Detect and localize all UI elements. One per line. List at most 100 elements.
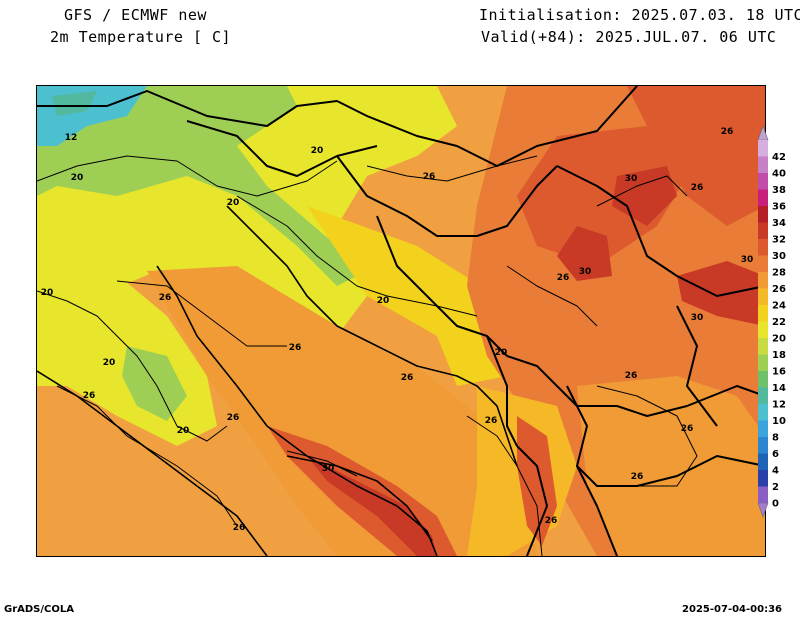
isotherm-26-central <box>116 280 287 347</box>
variable-title: 2m Temperature [ C] <box>50 28 232 46</box>
legend-swatch <box>758 486 768 503</box>
label-26-j: 26 <box>485 416 498 426</box>
border-montenegro <box>486 335 518 447</box>
legend-level-label: 4 <box>772 466 779 477</box>
gulf-coast <box>286 455 433 542</box>
legend-swatch <box>758 272 768 289</box>
label-20-d: 20 <box>41 288 54 298</box>
label-20-g: 20 <box>377 296 390 306</box>
isotherm-26-southeast <box>596 385 698 487</box>
label-26-g: 26 <box>401 373 414 383</box>
east-red-zone-1 <box>517 126 687 266</box>
label-20-h: 20 <box>495 348 508 358</box>
software-credit: GrADS/COLA <box>4 604 74 615</box>
label-20-c: 20 <box>311 146 324 156</box>
east-hot-core-1 <box>557 226 612 281</box>
legend-level-label: 10 <box>772 416 786 427</box>
label-30-a: 30 <box>625 174 638 184</box>
isotherm-26-north <box>366 155 538 182</box>
legend-swatch <box>758 189 768 206</box>
legend-level-label: 12 <box>772 400 786 411</box>
label-26-e: 26 <box>557 273 570 283</box>
border-serbia-south <box>506 355 765 417</box>
label-20-a: 20 <box>71 173 84 183</box>
border-serbia-romania <box>556 165 765 297</box>
label-26-o: 26 <box>233 523 246 533</box>
label-20-b: 20 <box>227 198 240 208</box>
legend-swatch <box>758 288 768 305</box>
legend-level-label: 28 <box>772 268 786 279</box>
east-red-zone-2 <box>627 86 765 226</box>
legend-swatch <box>758 239 768 256</box>
label-26-n: 26 <box>545 516 558 526</box>
legend-level-label: 0 <box>772 499 779 510</box>
legend-level-label: 2 <box>772 482 779 493</box>
border-croatia-hungary <box>336 155 558 237</box>
isotherm-30-east <box>596 175 688 207</box>
legend-swatch <box>758 371 768 388</box>
label-20-e: 20 <box>103 358 116 368</box>
legend-level-label: 42 <box>772 152 786 163</box>
label-26-d: 26 <box>159 293 172 303</box>
legend-level-label: 20 <box>772 334 786 345</box>
legend-level-label: 6 <box>772 449 779 460</box>
legend-top-arrow <box>757 125 769 141</box>
map-title: GFS / ECMWF new <box>64 6 207 24</box>
legend-swatch <box>758 420 768 437</box>
border-slovenia-croatia <box>186 120 378 177</box>
legend-swatch <box>758 206 768 223</box>
legend-swatch <box>758 338 768 355</box>
temperature-map: 12 20 20 20 20 20 20 20 20 26 26 26 26 2… <box>36 85 766 557</box>
border-bulgaria <box>676 305 718 427</box>
label-26-c: 26 <box>691 183 704 193</box>
render-timestamp: 2025-07-04-00:36 <box>682 604 782 615</box>
isotherm-20-central <box>236 195 478 317</box>
label-26-l: 26 <box>681 424 694 434</box>
border-kosovo-macedonia <box>566 385 765 487</box>
isotherm-26-east <box>506 265 598 327</box>
label-30-b: 30 <box>579 267 592 277</box>
legend-swatch <box>758 222 768 239</box>
isotherms <box>37 155 698 556</box>
label-26-h: 26 <box>83 391 96 401</box>
legend-swatch <box>758 437 768 454</box>
isotherm-26-west <box>56 385 238 527</box>
label-30-c: 30 <box>741 255 754 265</box>
legend-level-label: 32 <box>772 235 786 246</box>
legend-level-label: 30 <box>772 251 786 262</box>
legend-level-label: 8 <box>772 433 779 444</box>
legend-swatch <box>758 173 768 190</box>
legend-swatch <box>758 140 768 157</box>
border-bosnia <box>376 215 508 357</box>
coast-hot-core <box>307 456 437 556</box>
west-green-zone <box>122 346 187 421</box>
label-26-b: 26 <box>423 172 436 182</box>
legend-swatch <box>758 404 768 421</box>
border-alps <box>37 86 638 167</box>
central-yellow-zone <box>307 206 527 386</box>
label-26-a: 26 <box>721 127 734 137</box>
legend-level-label: 40 <box>772 169 786 180</box>
isotherm-30-coast <box>286 450 358 477</box>
legend-bottom-arrow <box>757 502 769 518</box>
label-20-f: 20 <box>177 426 190 436</box>
label-26-m: 26 <box>631 472 644 482</box>
south-red-strip <box>517 416 557 546</box>
temperature-field-svg: 12 20 20 20 20 20 20 20 20 26 26 26 26 2… <box>37 86 765 556</box>
legend-level-label: 18 <box>772 350 786 361</box>
legend-level-label: 38 <box>772 185 786 196</box>
legend-level-label: 26 <box>772 284 786 295</box>
east-hot-core-3 <box>677 261 765 326</box>
coast-orange-zone <box>147 266 537 556</box>
teal-zone <box>52 91 97 116</box>
legend-level-label: 16 <box>772 367 786 378</box>
legend-swatch <box>758 156 768 173</box>
legend-swatch <box>758 387 768 404</box>
label-12: 12 <box>65 133 78 143</box>
label-26-f: 26 <box>289 343 302 353</box>
legend-level-label: 24 <box>772 301 786 312</box>
legend-swatch <box>758 470 768 487</box>
valid-time: Valid(+84): 2025.JUL.07. 06 UTC <box>481 28 777 46</box>
south-east-zone <box>577 376 765 556</box>
